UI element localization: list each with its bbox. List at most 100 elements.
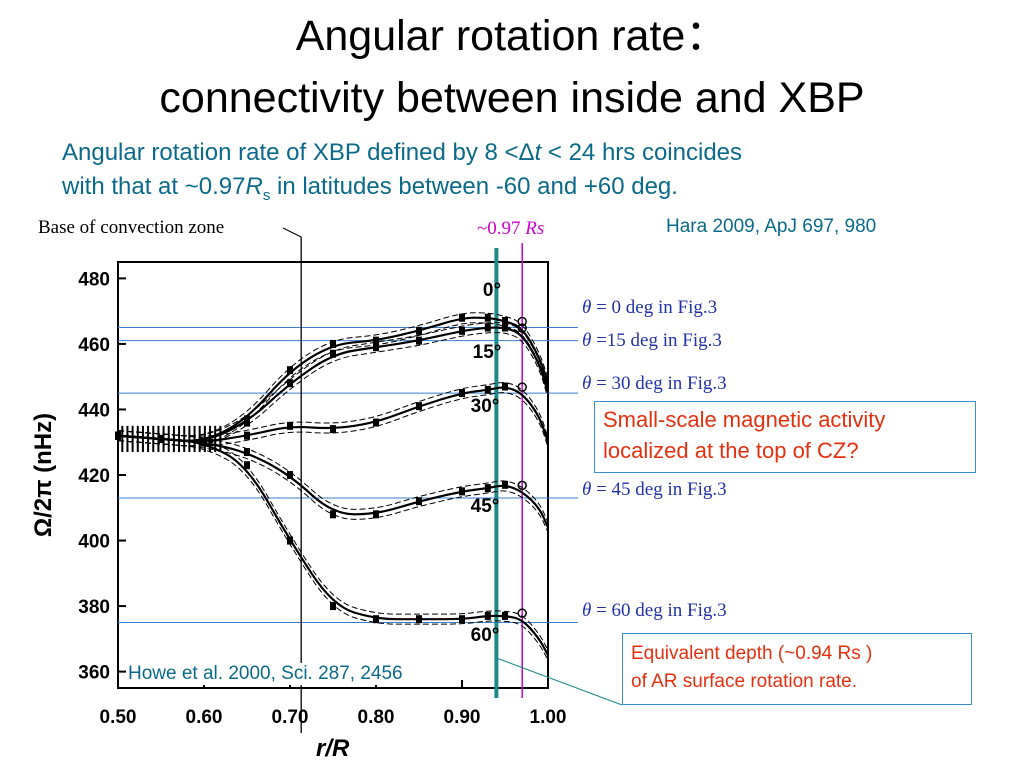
series-point: [287, 366, 293, 375]
series-label: 45°: [471, 496, 500, 517]
subtitle-part4: in latitudes between -60 and +60 deg.: [270, 173, 678, 200]
series-error-upper: [117, 382, 549, 438]
series-line: [117, 434, 550, 528]
series-error-upper: [117, 312, 549, 437]
callout-small-scale-line2: localized at the top of CZ?: [603, 438, 859, 463]
theta-symbol: θ: [582, 373, 592, 394]
series-point: [287, 536, 293, 545]
series-point: [287, 471, 293, 479]
x-tick-label: 0.90: [444, 707, 481, 728]
series-point: [330, 349, 336, 358]
series-line: [117, 386, 550, 443]
slide-title-line2: connectivity between inside and XBP: [159, 74, 865, 122]
rs-label: ~0.97 Rs: [477, 218, 544, 240]
series-point: [459, 615, 465, 624]
series-point: [502, 611, 508, 620]
y-tick-label: 440: [78, 400, 110, 421]
theta-text: = 30 deg in Fig.3: [591, 373, 727, 394]
subtitle-R: R: [245, 173, 263, 200]
series-point: [330, 602, 336, 611]
series-point: [373, 418, 379, 427]
series-error-upper: [117, 430, 549, 523]
base-cz-leader: [282, 227, 302, 238]
theta-symbol: θ: [582, 479, 592, 500]
callout-equivalent-depth: Equivalent depth (~0.94 Rs ) of AR surfa…: [622, 633, 972, 705]
theta-label-30: θ = 30 deg in Fig.3: [582, 373, 727, 395]
series-error-upper: [117, 430, 549, 651]
series-point: [459, 313, 465, 322]
theta-symbol: θ: [582, 330, 592, 351]
series-point: [416, 615, 422, 624]
series-label-marker: [517, 608, 527, 618]
callout-equiv-line1: Equivalent depth (~0.94 Rs ): [631, 643, 873, 664]
series-point: [459, 389, 465, 398]
series-point: [330, 339, 336, 348]
x-tick-label: 0.70: [272, 707, 309, 728]
slide-title-line1: Angular rotation rate：: [295, 12, 729, 60]
series-point: [484, 385, 491, 394]
x-tick-label: 0.50: [100, 707, 137, 728]
series-point: [416, 497, 422, 506]
series-label-marker: [517, 480, 527, 491]
subtitle: Angular rotation rate of XBP defined by …: [62, 136, 982, 213]
series-point: [244, 448, 250, 457]
series-label: 30°: [471, 396, 500, 417]
y-tick-label: 380: [78, 597, 110, 618]
theta-label-15: θ =15 deg in Fig.3: [582, 330, 722, 352]
series-point: [502, 316, 508, 325]
series-point: [330, 510, 336, 519]
reference-howe: Howe et al. 2000, Sci. 287, 2456: [126, 663, 405, 685]
series-point: [244, 431, 250, 440]
series-error-lower: [117, 392, 549, 448]
series-label: 60°: [471, 625, 500, 646]
y-axis-label: Ω/2π (nHz): [30, 412, 57, 538]
reference-hara: Hara 2009, ApJ 697, 980: [666, 216, 877, 237]
subtitle-t: t: [534, 139, 542, 166]
series-point: [373, 510, 379, 519]
subtitle-part2: < 24 hrs coincides: [541, 139, 743, 166]
y-tick-label: 400: [78, 532, 110, 553]
series-point: [502, 323, 508, 332]
x-axis-label: r/R: [316, 735, 350, 762]
depth-leader: [496, 657, 623, 706]
series-error-upper: [117, 322, 549, 437]
theta-symbol: θ: [582, 297, 592, 318]
series-point: [502, 480, 508, 489]
theta-text: = 45 deg in Fig.3: [591, 479, 727, 500]
series-point: [459, 326, 465, 335]
subtitle-part3: with that at ~0.97: [62, 173, 246, 200]
series-error-lower: [117, 440, 549, 661]
series-point: [484, 611, 491, 620]
theta-label-45: θ = 45 deg in Fig.3: [582, 479, 727, 501]
y-tick-label: 420: [78, 466, 110, 487]
series-line: [117, 434, 549, 656]
series-point: [244, 461, 250, 470]
series-point: [287, 421, 293, 430]
series-point: [373, 336, 379, 345]
series-line: [117, 316, 550, 442]
series-point: [416, 326, 422, 335]
base-cz-label: Base of convection zone: [38, 217, 225, 238]
theta-symbol: θ: [582, 600, 592, 621]
series-label-marker: [517, 382, 527, 392]
series-error-lower: [117, 440, 549, 533]
x-tick-label: 0.80: [358, 707, 395, 728]
series-point: [416, 402, 422, 411]
series-point: [115, 431, 121, 440]
series-point: [373, 615, 379, 624]
y-tick-label: 480: [78, 269, 110, 290]
callout-small-scale: Small-scale magnetic activity localized …: [594, 401, 976, 473]
x-tick-label: 0.60: [186, 707, 223, 728]
series-point: [244, 418, 250, 427]
series-error-lower: [117, 322, 549, 447]
series-point: [502, 382, 508, 391]
theta-text: = 60 deg in Fig.3: [591, 600, 727, 621]
series-line: [117, 326, 550, 442]
series-point: [373, 343, 379, 352]
series-point: [287, 379, 293, 388]
x-tick-label: 1.00: [530, 707, 567, 728]
subtitle-s: s: [262, 186, 271, 204]
series-point: [416, 336, 422, 345]
series-point: [330, 425, 336, 434]
